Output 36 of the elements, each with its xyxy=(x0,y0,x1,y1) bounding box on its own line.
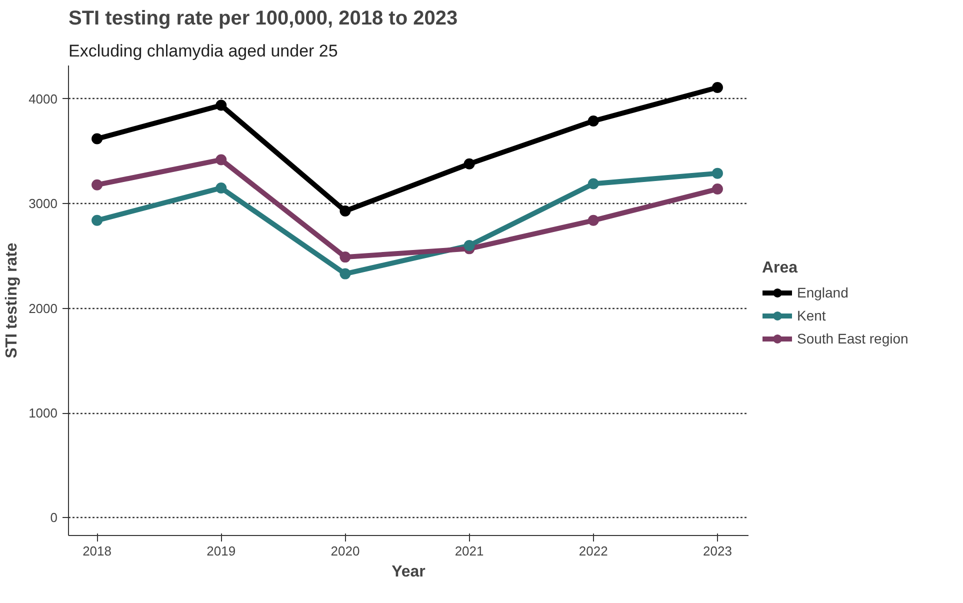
point xyxy=(216,182,227,194)
x-tick-label: 2022 xyxy=(578,544,608,558)
x-tick-label: 2019 xyxy=(206,544,236,558)
point xyxy=(464,158,475,170)
x-tick-label: 2020 xyxy=(330,544,360,558)
legend-label: South East region xyxy=(797,330,908,346)
y-axis-title: STI testing rate xyxy=(4,242,21,358)
legend-label: Kent xyxy=(797,307,826,323)
point xyxy=(92,179,103,190)
point xyxy=(92,214,103,226)
chart-subtitle: Excluding chlamydia aged under 25 xyxy=(68,42,338,60)
x-tick-label: 2021 xyxy=(454,544,484,558)
x-tick-label: 2018 xyxy=(82,544,112,558)
point xyxy=(464,240,475,252)
point xyxy=(712,82,723,93)
point xyxy=(588,115,599,126)
legend-label: England xyxy=(797,284,848,300)
point xyxy=(216,154,227,166)
point xyxy=(340,206,351,216)
chart-title: STI testing rate per 100,000, 2018 to 2023 xyxy=(68,8,458,30)
point xyxy=(712,168,723,179)
x-axis-title: Year xyxy=(392,564,426,580)
x-tick-label: 2023 xyxy=(703,544,732,558)
y-tick-label: 4000 xyxy=(28,91,58,106)
y-tick-label: 0 xyxy=(50,510,58,526)
point xyxy=(588,214,599,226)
point xyxy=(340,268,351,280)
y-tick-label: 3000 xyxy=(28,196,58,212)
point xyxy=(216,100,227,111)
y-tick-label: 1000 xyxy=(28,406,58,421)
point xyxy=(588,178,599,190)
point xyxy=(340,252,351,263)
point xyxy=(712,184,723,195)
legend-title: Area xyxy=(762,259,799,277)
point xyxy=(92,133,103,144)
y-tick-label: 2000 xyxy=(28,300,58,316)
